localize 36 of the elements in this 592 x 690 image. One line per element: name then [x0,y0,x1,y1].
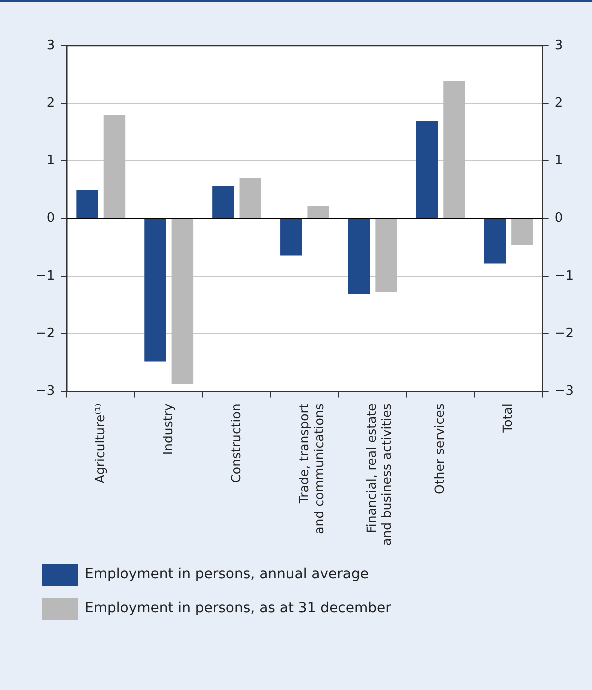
bar [240,178,262,218]
bar [308,206,330,218]
y-tick-label: −2 [36,326,56,342]
bar [348,219,370,294]
bar [76,190,98,218]
bar [512,219,534,246]
bar [104,115,126,218]
y2-tick-label: −1 [554,268,574,284]
y-tick-label: −3 [36,384,56,400]
bar [212,186,234,218]
y-tick-label: −1 [36,268,56,284]
y-tick-label: 1 [46,154,56,169]
y-tick-label: 2 [46,96,56,111]
bar [484,219,506,264]
y2-tick-label: 1 [554,154,564,169]
y2-tick-label: 3 [554,38,564,54]
bar [280,219,302,256]
bar [416,121,438,218]
x-tick-label: Agriculture⁽¹⁾ [92,404,108,484]
y-tick-label: 0 [46,211,56,226]
legend-label: Employment in persons, annual average [85,566,369,583]
y2-tick-label: −3 [554,384,574,400]
bar [144,219,166,362]
y-tick-label: 3 [46,38,56,54]
bar [444,81,466,218]
legend-label: Employment in persons, as at 31 december [85,600,392,617]
x-tick-label: Other services [432,404,448,494]
x-tick-label: Construction [228,404,244,484]
y2-tick-label: −2 [554,326,574,342]
x-tick-label: Total [500,404,516,434]
x-tick-label: Trade, transport and communications [296,404,326,534]
bar [376,219,398,292]
y2-tick-label: 2 [554,96,564,111]
x-tick-label: Industry [160,403,176,456]
y2-tick-label: 0 [554,211,564,226]
bar [172,219,194,384]
